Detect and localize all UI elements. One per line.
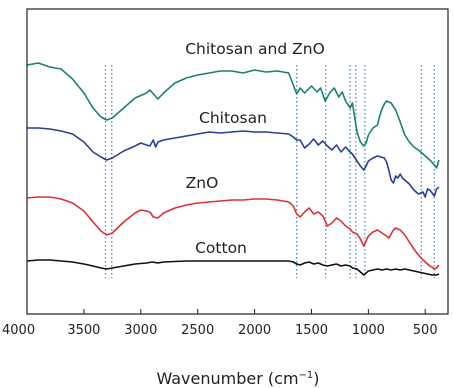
x-tick-label-3000: 3000 <box>124 323 157 338</box>
series-labels: Chitosan and ZnO Chitosan ZnO Cotton <box>185 40 325 257</box>
x-axis-title-end: ) <box>313 369 319 388</box>
series-label-chitosan-and-zno: Chitosan and ZnO <box>185 40 325 58</box>
series-line-cotton <box>26 259 440 276</box>
series-label-cotton: Cotton <box>195 239 247 257</box>
series-label-zno: ZnO <box>186 174 219 192</box>
x-axis-title-superscript: −1 <box>299 370 314 381</box>
x-tick-label-2500: 2500 <box>181 323 214 338</box>
x-tick-label-4000: 4000 <box>2 323 35 338</box>
x-tick-label-1000: 1000 <box>352 323 385 338</box>
x-axis-ticks: 4000 3500 3000 2500 2000 1500 1000 500 <box>2 309 438 338</box>
plot-frame <box>26 8 449 315</box>
series-line-chitosan-and-zno <box>26 62 440 169</box>
series-lines <box>26 62 440 276</box>
series-line-zno <box>26 196 440 270</box>
x-tick-label-2000: 2000 <box>238 323 271 338</box>
x-tick-label-3500: 3500 <box>67 323 100 338</box>
reference-lines <box>104 65 435 278</box>
x-tick-label-1500: 1500 <box>295 323 328 338</box>
x-axis-title: Wavenumber (cm−1) <box>156 369 319 388</box>
series-label-chitosan: Chitosan <box>199 109 267 127</box>
series-line-chitosan <box>27 127 440 198</box>
x-tick-label-500: 500 <box>413 323 438 338</box>
